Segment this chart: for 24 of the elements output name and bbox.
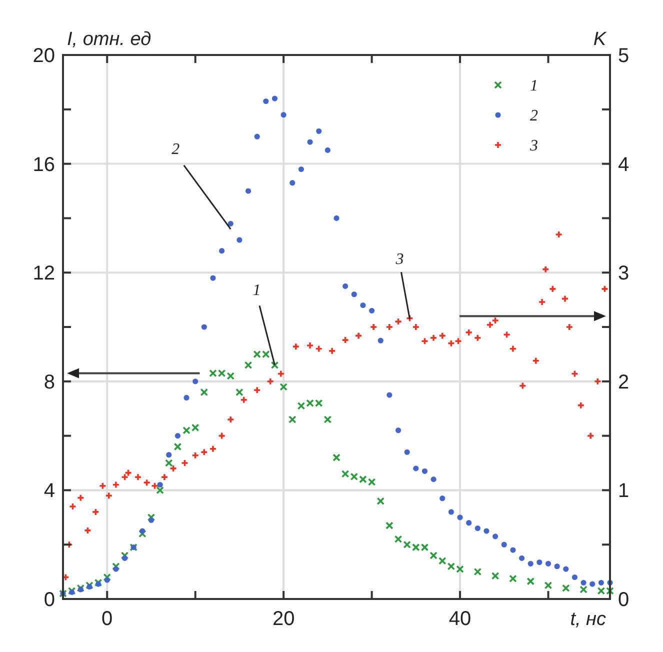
y-tick-label: 20: [32, 45, 55, 67]
y-tick-label: 12: [32, 262, 55, 285]
legend-label: 1: [530, 78, 538, 95]
y2-axis-title: K: [593, 29, 608, 50]
y2-tick-label: 4: [618, 154, 630, 176]
x-tick-label: 40: [448, 608, 472, 630]
y-tick-label: 4: [44, 480, 55, 502]
y-tick-label: 16: [32, 154, 55, 176]
x-tick-label: 0: [102, 608, 113, 630]
y2-tick-label: 2: [618, 371, 630, 394]
annotation: 1: [252, 282, 261, 300]
legend-label: 2: [530, 108, 538, 125]
legend-label: 3: [529, 138, 538, 155]
y-tick-label: 8: [44, 371, 55, 394]
y-tick-label: 0: [44, 589, 55, 611]
x-axis-title: t, нс: [570, 609, 606, 630]
y2-tick-label: 0: [618, 589, 630, 611]
y2-tick-label: 5: [618, 45, 630, 67]
y-axis-title: I, отн. ед: [67, 29, 152, 50]
x-tick-label: 20: [272, 608, 295, 630]
y2-tick-label: 1: [618, 480, 630, 502]
annotation: 3: [394, 250, 404, 268]
y2-tick-label: 3: [618, 262, 630, 285]
annotation: 2: [172, 141, 180, 158]
